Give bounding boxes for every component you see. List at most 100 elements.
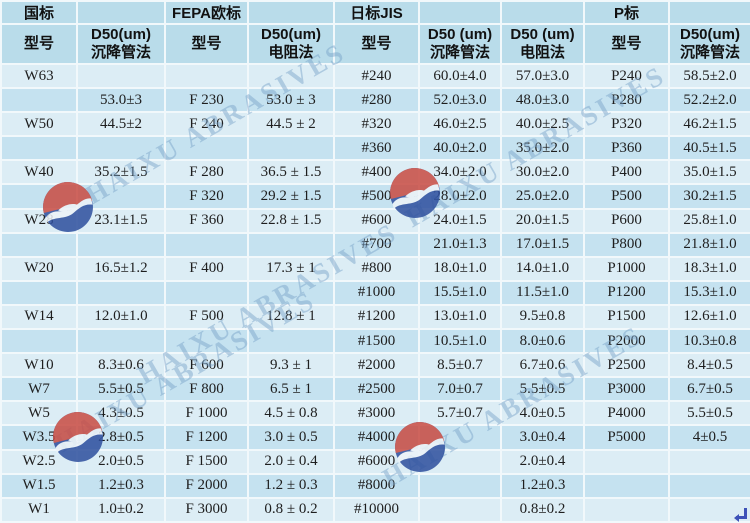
table-row: W3.5 2.8±0.5 F 1200 3.0 ± 0.5 #4000 3.0±0.4 P5…	[0, 424, 750, 451]
col-header-fepa-d50-resistance: D50(um) 电阻法	[247, 23, 335, 65]
table-cell: P500	[583, 183, 670, 210]
table-row: W14 12.0±1.0 F 500 12.8 ± 1 #1200 13.0±1.0 9.5…	[0, 303, 750, 331]
col-header-p-d50-sedimentation: D50(um) 沉降管法	[668, 23, 750, 65]
table-cell: W1	[0, 496, 78, 523]
table-row: W63 #240 60.0±4.0 57.0±3.0 P240 58.5±2.0	[0, 62, 750, 90]
table-cell: W50	[0, 111, 78, 138]
table-cell: 5.7±0.7	[418, 400, 502, 427]
table-cell: 21.0±1.3	[418, 231, 502, 258]
table-cell: F 3000	[164, 496, 249, 523]
table-cell: W20	[0, 255, 78, 282]
table-row: 53.0±3 F 230 53.0 ± 3 #280 52.0±3.0 48.0±3.0 P…	[0, 87, 750, 114]
table-cell: P5000	[583, 424, 670, 451]
table-cell: W3.5	[0, 424, 78, 451]
table-cell: 7.0±0.7	[418, 376, 502, 403]
table-cell: 44.5±2	[76, 111, 166, 138]
table-cell: F 320	[164, 183, 249, 210]
table-row: W5 4.3±0.5 F 1000 4.5 ± 0.8 #3000 5.7±0.7 4.0±…	[0, 400, 750, 427]
table-cell: 53.0 ± 3	[247, 87, 335, 114]
header-line: D50(um)	[90, 26, 151, 43]
table-cell: 11.5±1.0	[500, 279, 585, 306]
table-cell: #320	[333, 111, 420, 138]
table-cell: #1000	[333, 279, 420, 306]
table-cell: W5	[0, 400, 78, 427]
table-cell: #240	[333, 62, 420, 90]
table-cell: 4.3±0.5	[76, 400, 166, 427]
table-cell: F 240	[164, 111, 249, 138]
table-cell	[583, 448, 670, 475]
table-cell: 15.5±1.0	[418, 279, 502, 306]
header-line: 沉降管法	[429, 44, 490, 61]
table-cell	[164, 279, 249, 306]
table-cell	[418, 472, 502, 499]
table-cell: 34.0±2.0	[418, 159, 502, 186]
table-cell	[76, 135, 166, 162]
header-line: 型号	[611, 35, 642, 52]
table-cell: #6000	[333, 448, 420, 475]
table-cell: 8.4±0.5	[668, 352, 750, 379]
table-cell: 12.0±1.0	[76, 303, 166, 331]
table-cell: 20.0±1.5	[500, 207, 585, 234]
col-header-gb-model: 型号	[0, 23, 78, 65]
table-cell	[247, 135, 335, 162]
table-cell: #8000	[333, 472, 420, 499]
table-cell: W7	[0, 376, 78, 403]
table-cell: 30.0±2.0	[500, 159, 585, 186]
table-cell: 0.8 ± 0.2	[247, 496, 335, 523]
col-header-jis-d50-resistance: D50 (um) 电阻法	[500, 23, 585, 65]
table-cell: 4.5 ± 0.8	[247, 400, 335, 427]
table-cell: W40	[0, 159, 78, 186]
col-header-gb-d50-sedimentation: D50(um) 沉降管法	[76, 23, 166, 65]
table-cell	[0, 135, 78, 162]
table-cell	[247, 279, 335, 306]
table-cell	[668, 448, 750, 475]
table-cell: 25.8±1.0	[668, 207, 750, 234]
table-cell: 36.5 ± 1.5	[247, 159, 335, 186]
table-cell: #600	[333, 207, 420, 234]
table-cell: 25.0±2.0	[500, 183, 585, 210]
table-cell: 0.8±0.2	[500, 496, 585, 523]
header-line: 型号	[191, 35, 222, 52]
table-cell: F 230	[164, 87, 249, 114]
table-cell: 6.7±0.6	[500, 352, 585, 379]
table-cell: 5.5±0.5	[668, 400, 750, 427]
table-cell: #800	[333, 255, 420, 282]
table-cell: 40.0±2.5	[500, 111, 585, 138]
table-cell: #1500	[333, 328, 420, 355]
table-cell: 17.0±1.5	[500, 231, 585, 258]
table-cell: #280	[333, 87, 420, 114]
corner-resize-arrow-icon	[734, 508, 747, 522]
table-cell	[247, 328, 335, 355]
header-line: 沉降管法	[90, 44, 151, 61]
table-cell	[76, 231, 166, 258]
table-cell: 46.0±2.5	[418, 111, 502, 138]
table-cell: 2.0 ± 0.4	[247, 448, 335, 475]
table-cell: 1.0±0.2	[76, 496, 166, 523]
table-cell: 8.5±0.7	[418, 352, 502, 379]
table-cell	[418, 424, 502, 451]
table-cell: F 600	[164, 352, 249, 379]
header-line: 型号	[23, 35, 54, 52]
table-cell: P320	[583, 111, 670, 138]
table-cell	[76, 183, 166, 210]
header-line: 电阻法	[268, 44, 314, 61]
group-header-jis: 日标JIS	[333, 0, 420, 25]
table-cell	[668, 496, 750, 523]
table-cell: W28	[0, 207, 78, 234]
group-header-gb: 国标	[0, 0, 78, 25]
table-cell	[418, 496, 502, 523]
table-cell: 13.0±1.0	[418, 303, 502, 331]
table-cell: 10.3±0.8	[668, 328, 750, 355]
table-cell: 30.2±1.5	[668, 183, 750, 210]
table-cell: 2.0±0.4	[500, 448, 585, 475]
table-cell: P3000	[583, 376, 670, 403]
table-cell: 4±0.5	[668, 424, 750, 451]
table-cell	[0, 279, 78, 306]
table-cell: F 800	[164, 376, 249, 403]
table-cell: #700	[333, 231, 420, 258]
table-cell: 3.0±0.4	[500, 424, 585, 451]
table-cell: 15.3±1.0	[668, 279, 750, 306]
table-cell	[583, 496, 670, 523]
